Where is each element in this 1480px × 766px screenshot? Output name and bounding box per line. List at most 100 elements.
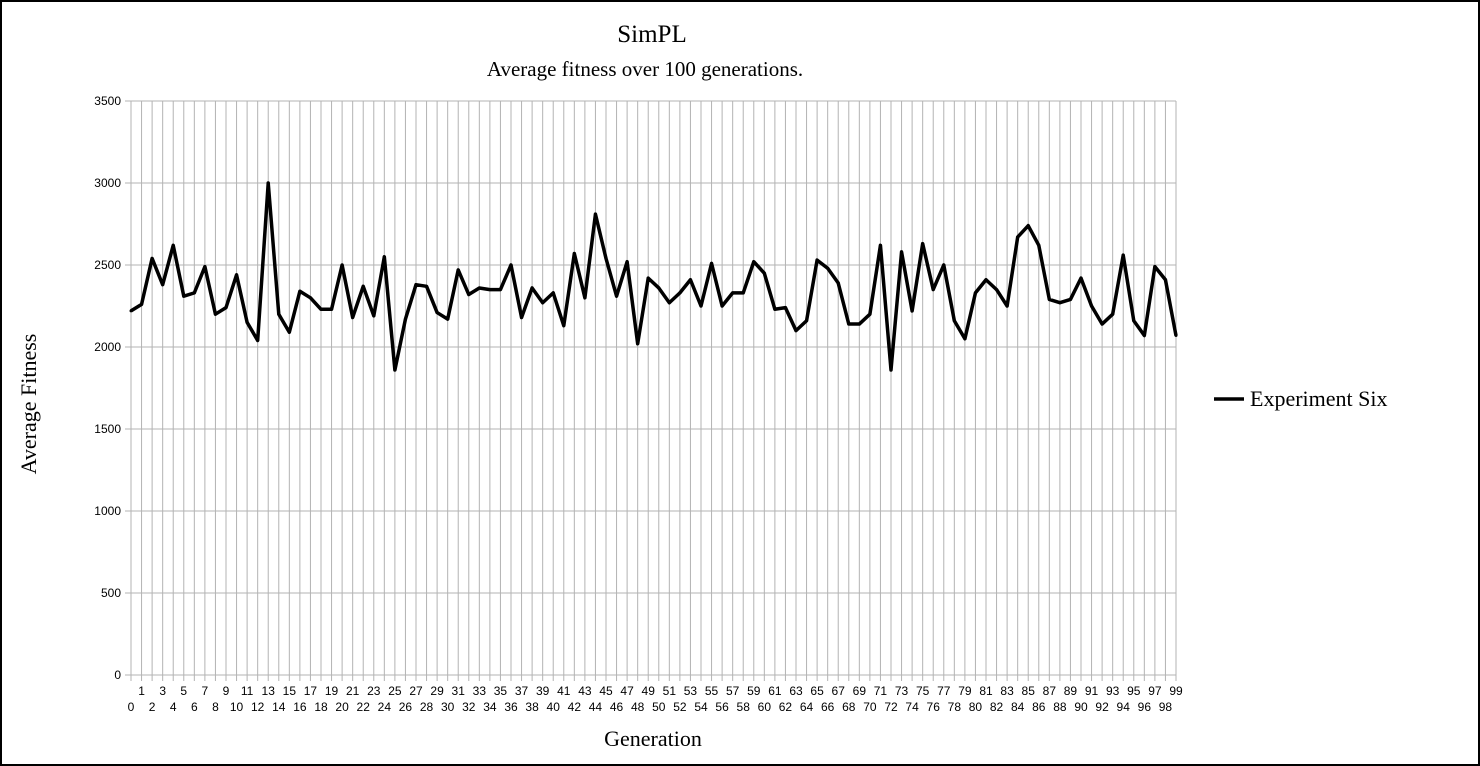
data-point: [203, 265, 207, 269]
data-point: [752, 260, 756, 264]
x-tick-label: 67: [832, 684, 846, 698]
data-point: [182, 294, 186, 298]
data-point: [541, 301, 545, 305]
x-tick-label: 24: [378, 700, 392, 714]
data-point: [140, 302, 144, 306]
y-tick-label: 500: [101, 586, 121, 600]
data-point: [1037, 243, 1041, 247]
data-point: [224, 306, 228, 310]
y-axis-ticks: 0 500 1000 1500 2000 2500 3000 3500: [94, 94, 121, 682]
x-tick-label: 27: [409, 684, 423, 698]
chart-title: SimPL: [617, 21, 686, 48]
x-tick-label: 71: [874, 684, 888, 698]
data-point: [688, 278, 692, 282]
x-tick-label: 81: [979, 684, 993, 698]
data-point: [161, 283, 165, 287]
x-tick-label: 88: [1053, 700, 1067, 714]
x-tick-label: 98: [1159, 700, 1173, 714]
x-tick-label: 84: [1011, 700, 1025, 714]
x-tick-label: 97: [1148, 684, 1162, 698]
data-point: [720, 304, 724, 308]
x-tick-label: 7: [202, 684, 209, 698]
data-point: [330, 307, 334, 311]
y-tick-label: 3500: [94, 94, 121, 108]
data-point: [615, 294, 619, 298]
x-tick-label: 70: [863, 700, 877, 714]
data-point: [583, 296, 587, 300]
data-point: [667, 301, 671, 305]
y-tick-label: 2000: [94, 340, 121, 354]
data-point: [1016, 235, 1020, 239]
data-point: [477, 286, 481, 290]
x-tick-label: 86: [1032, 700, 1046, 714]
x-tick-label: 38: [525, 700, 539, 714]
data-point: [340, 263, 344, 267]
data-point: [931, 288, 935, 292]
data-point: [805, 319, 809, 323]
data-point: [245, 320, 249, 324]
x-tick-label: 82: [990, 700, 1004, 714]
x-tick-label: 18: [314, 700, 328, 714]
x-tick-label: 6: [191, 700, 198, 714]
series-layer: [129, 181, 1178, 372]
data-point: [256, 338, 260, 342]
x-tick-label: 54: [694, 700, 708, 714]
grid-lines: [125, 100, 1177, 681]
data-point: [868, 312, 872, 316]
x-tick-label: 58: [737, 700, 751, 714]
x-tick-label: 95: [1127, 684, 1141, 698]
x-tick-label: 68: [842, 700, 856, 714]
x-tick-label: 9: [223, 684, 230, 698]
data-point: [393, 368, 397, 372]
data-point: [414, 283, 418, 287]
x-tick-label: 39: [536, 684, 550, 698]
data-point: [646, 276, 650, 280]
x-tick-label: 10: [230, 700, 244, 714]
data-point: [995, 288, 999, 292]
data-point: [625, 260, 629, 264]
x-tick-label: 96: [1138, 700, 1152, 714]
x-tick-label: 59: [747, 684, 761, 698]
data-point: [741, 291, 745, 295]
data-point: [710, 261, 714, 265]
data-point: [1111, 312, 1115, 316]
x-tick-label: 76: [927, 700, 941, 714]
data-point: [889, 368, 893, 372]
x-tick-label: 4: [170, 700, 177, 714]
data-point: [287, 330, 291, 334]
x-tick-label: 45: [599, 684, 613, 698]
data-point: [298, 289, 302, 293]
x-tick-label: 12: [251, 700, 265, 714]
x-tick-label: 8: [212, 700, 219, 714]
x-tick-label: 56: [715, 700, 729, 714]
x-tick-label: 22: [357, 700, 371, 714]
data-point: [277, 312, 281, 316]
y-tick-label: 2500: [94, 258, 121, 272]
data-point: [382, 255, 386, 259]
x-tick-label: 0: [128, 700, 135, 714]
data-point: [1047, 297, 1051, 301]
x-tick-label: 87: [1043, 684, 1057, 698]
data-point: [192, 291, 196, 295]
data-point: [1058, 301, 1062, 305]
x-tick-label: 80: [969, 700, 983, 714]
data-point: [1142, 334, 1146, 338]
x-tick-label: 25: [388, 684, 402, 698]
x-tick-label: 73: [895, 684, 909, 698]
data-point: [678, 291, 682, 295]
x-tick-label: 55: [705, 684, 719, 698]
data-point: [593, 212, 597, 216]
x-tick-label: 30: [441, 700, 455, 714]
data-point: [235, 273, 239, 277]
x-tick-label: 77: [937, 684, 951, 698]
x-tick-label: 85: [1022, 684, 1036, 698]
data-point: [794, 329, 798, 333]
x-tick-label: 49: [642, 684, 656, 698]
data-point: [657, 286, 661, 290]
y-tick-label: 1000: [94, 504, 121, 518]
x-tick-label: 91: [1085, 684, 1099, 698]
data-point: [520, 315, 524, 319]
data-point: [562, 324, 566, 328]
